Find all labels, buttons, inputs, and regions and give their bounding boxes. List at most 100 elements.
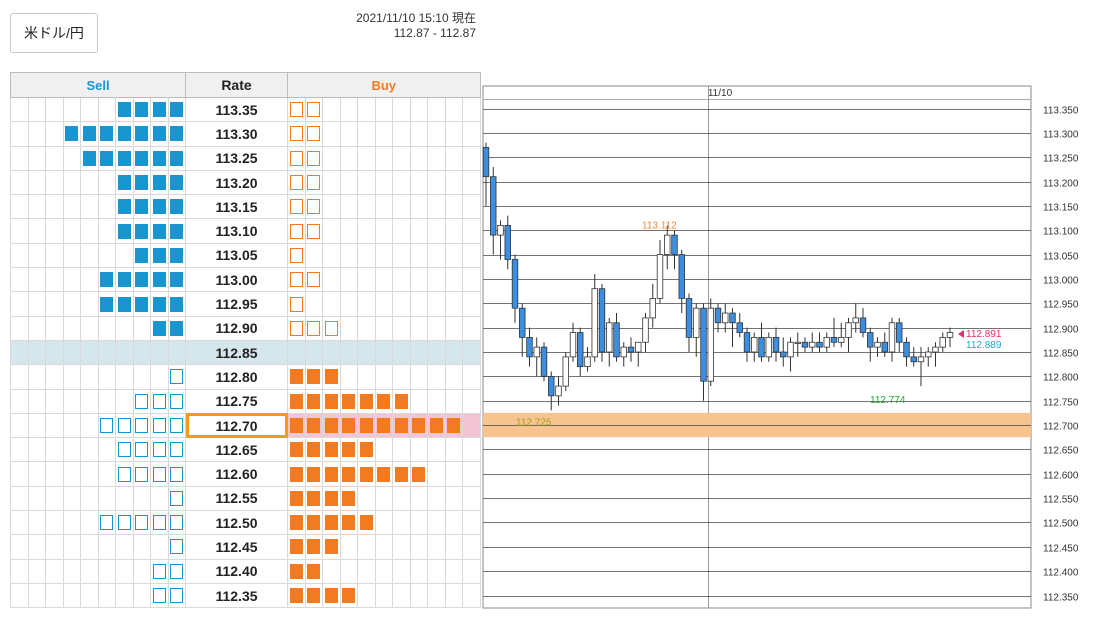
buy-cell [339,388,358,414]
buy-cell [287,461,306,487]
rate-cell[interactable]: 112.75 [185,388,288,414]
candle-body [859,317,867,333]
rate-cell[interactable]: 112.50 [185,510,288,536]
rate-cell[interactable]: 112.65 [185,437,288,463]
buy-cell [409,412,428,439]
order-book-row[interactable]: 112.35 [10,582,481,609]
order-book-row[interactable]: 112.70 [10,412,481,439]
rate-cell[interactable]: 113.05 [185,242,288,269]
buy-cell [304,194,323,220]
rate-cell[interactable]: 113.25 [185,145,288,171]
sell-order-marker [170,272,184,288]
sell-cell [115,194,134,220]
y-tick-label: 113.050 [1043,252,1079,263]
sell-order-marker [117,223,131,239]
order-book-row[interactable]: 112.45 [10,534,481,560]
sell-order-marker [170,320,184,336]
quote-timestamp: 2021/11/10 15:10 現在 [356,11,476,25]
candle-body [794,341,801,344]
rate-cell[interactable]: 112.60 [185,461,288,487]
sell-order-marker [152,442,166,458]
buy-order-marker [307,442,321,458]
candle-body [787,341,794,358]
sell-order-marker [170,199,184,215]
buy-order-marker [289,490,303,506]
buy-order-marker [324,418,338,433]
buy-cell [462,461,481,487]
order-book-row[interactable]: 113.20 [10,169,481,196]
rate-cell[interactable]: 113.15 [185,194,288,220]
sell-cell [115,96,134,123]
date-label: 11/10 [708,88,733,99]
sell-order-marker [170,490,184,506]
candle-body [671,234,678,255]
rate-cell[interactable]: 113.00 [185,267,288,293]
buy-order-marker [307,175,321,191]
order-book-row[interactable]: 112.85 [10,339,481,366]
buy-cell [374,339,393,366]
candle-body [649,298,656,319]
rate-cell[interactable]: 112.35 [185,582,288,609]
buy-order-marker [307,466,321,482]
sell-order-marker [152,418,166,433]
order-book-row[interactable]: 112.60 [10,461,481,487]
buy-order-marker [307,150,321,166]
buy-order-marker [377,418,391,433]
buy-cell [287,534,306,560]
order-book-row[interactable]: 112.90 [10,315,481,341]
order-book-row[interactable]: 112.95 [10,291,481,317]
y-tick-label: 112.750 [1043,398,1079,409]
rate-cell[interactable]: 112.95 [185,291,288,317]
candle-body [627,346,635,353]
order-book-row[interactable]: 112.80 [10,364,481,390]
order-book-row[interactable]: 112.40 [10,558,481,584]
rate-cell[interactable]: 112.70 [185,412,288,439]
candle-body [613,322,620,358]
sell-order-marker [117,102,131,118]
sell-order-marker [117,466,131,482]
rate-cell[interactable]: 112.55 [185,485,288,512]
buy-cell [462,412,481,439]
order-book-row[interactable]: 113.35 [10,96,481,123]
sell-order-marker [170,296,184,312]
buy-order-marker [342,442,356,458]
buy-cell [322,315,341,341]
order-book-row[interactable]: 113.05 [10,242,481,269]
rate-cell[interactable]: 113.35 [185,96,288,123]
sell-cell [150,412,169,439]
buy-cell [287,582,306,609]
chart-annotation-label: 112.891 [966,329,1002,340]
order-book-row[interactable]: 112.50 [10,510,481,536]
sell-cell [115,291,134,317]
order-book-row[interactable]: 113.25 [10,145,481,171]
buy-order-marker [289,199,303,215]
order-book-row[interactable]: 112.55 [10,485,481,512]
buy-cell [287,315,306,341]
order-book-row[interactable]: 112.65 [10,437,481,463]
buy-cell [304,364,323,390]
bid-ask-price: 112.87 - 112.87 [393,26,476,40]
buy-order-marker [307,126,321,142]
buy-order-marker [307,199,321,215]
order-book-row[interactable]: 113.00 [10,267,481,293]
buy-cell [304,315,323,341]
y-tick-label: 112.550 [1043,495,1079,506]
sell-order-marker [152,515,166,531]
order-book-row[interactable]: 113.15 [10,194,481,220]
buy-order-marker [289,150,303,166]
candle-body [896,322,903,343]
rate-cell[interactable]: 112.80 [185,364,288,390]
rate-cell[interactable]: 113.30 [185,121,288,147]
rate-cell[interactable]: 112.85 [185,339,288,366]
rate-cell[interactable]: 112.90 [185,315,288,341]
currency-pair-button[interactable]: 米ドル/円 [10,13,98,53]
buy-order-marker [359,466,373,482]
sell-cell [167,96,186,123]
buy-order-marker [324,539,338,555]
order-book-row[interactable]: 112.75 [10,388,481,414]
buy-cell [462,291,481,317]
sell-order-marker [152,102,166,118]
buy-order-marker [342,418,356,433]
sell-order-marker [117,199,131,215]
